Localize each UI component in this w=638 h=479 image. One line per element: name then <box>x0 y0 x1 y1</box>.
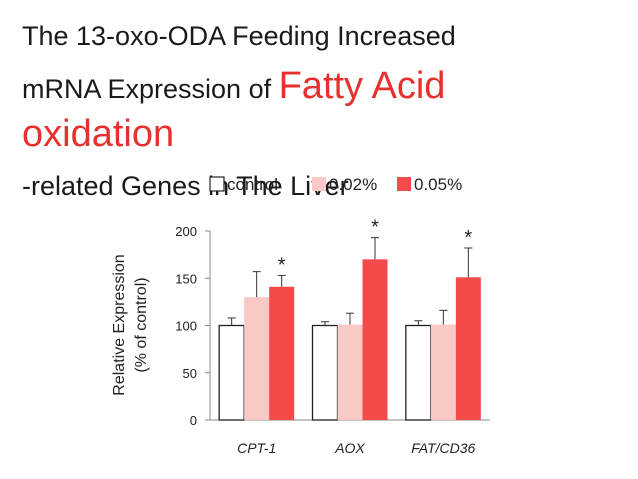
title-line-1: The 13-oxo-ODA Feeding Increased <box>22 21 456 51</box>
title-line-4: -related Genes in The Liver <box>22 171 349 201</box>
bar-aox-control <box>311 324 339 421</box>
bar-cpt-1-0-05- <box>269 286 295 420</box>
title-highlight-oxidation: oxidation <box>22 113 175 155</box>
bar-aox-0-02- <box>337 324 363 420</box>
legend-label-0: control <box>227 175 278 194</box>
significance-star-2: * <box>464 227 472 249</box>
bar-fat-cd36-0-02- <box>430 324 456 420</box>
legend-label-2: 0.05% <box>414 175 462 194</box>
x-tick-label-aox: AOX <box>334 440 365 456</box>
bar-fat-cd36-control <box>405 324 432 421</box>
title-highlight-fatty-acid: Fatty Acid <box>278 65 446 107</box>
bar-fat-cd36-0-05- <box>455 277 481 420</box>
significance-star-0: * <box>278 254 286 276</box>
legend-swatch-2 <box>397 177 411 191</box>
legend-swatch-0 <box>209 176 225 192</box>
y-tick-label-0: 0 <box>190 413 197 428</box>
legend-label-1: 0.02% <box>329 175 377 194</box>
title-line-2-prefix: mRNA Expression of <box>22 74 279 104</box>
x-tick-label-fat-cd36: FAT/CD36 <box>411 440 475 456</box>
bar-aox-0-05- <box>362 259 388 420</box>
bar-cpt-1-control <box>218 324 245 421</box>
y-tick-label-50: 50 <box>183 366 197 381</box>
significance-star-1: * <box>371 217 379 239</box>
y-tick-label-200: 200 <box>175 224 197 239</box>
bar-cpt-1-0-02- <box>244 297 270 420</box>
legend-swatch-1 <box>312 177 326 191</box>
y-axis-label-line-2: (% of control) <box>133 277 150 372</box>
x-tick-label-cpt-1: CPT-1 <box>237 440 276 456</box>
y-tick-label-150: 150 <box>175 271 197 286</box>
y-axis-label-line-1: Relative Expression <box>111 254 128 395</box>
y-tick-label-100: 100 <box>175 319 197 334</box>
title-line-2: mRNA Expression of Fatty Acid <box>22 65 446 107</box>
